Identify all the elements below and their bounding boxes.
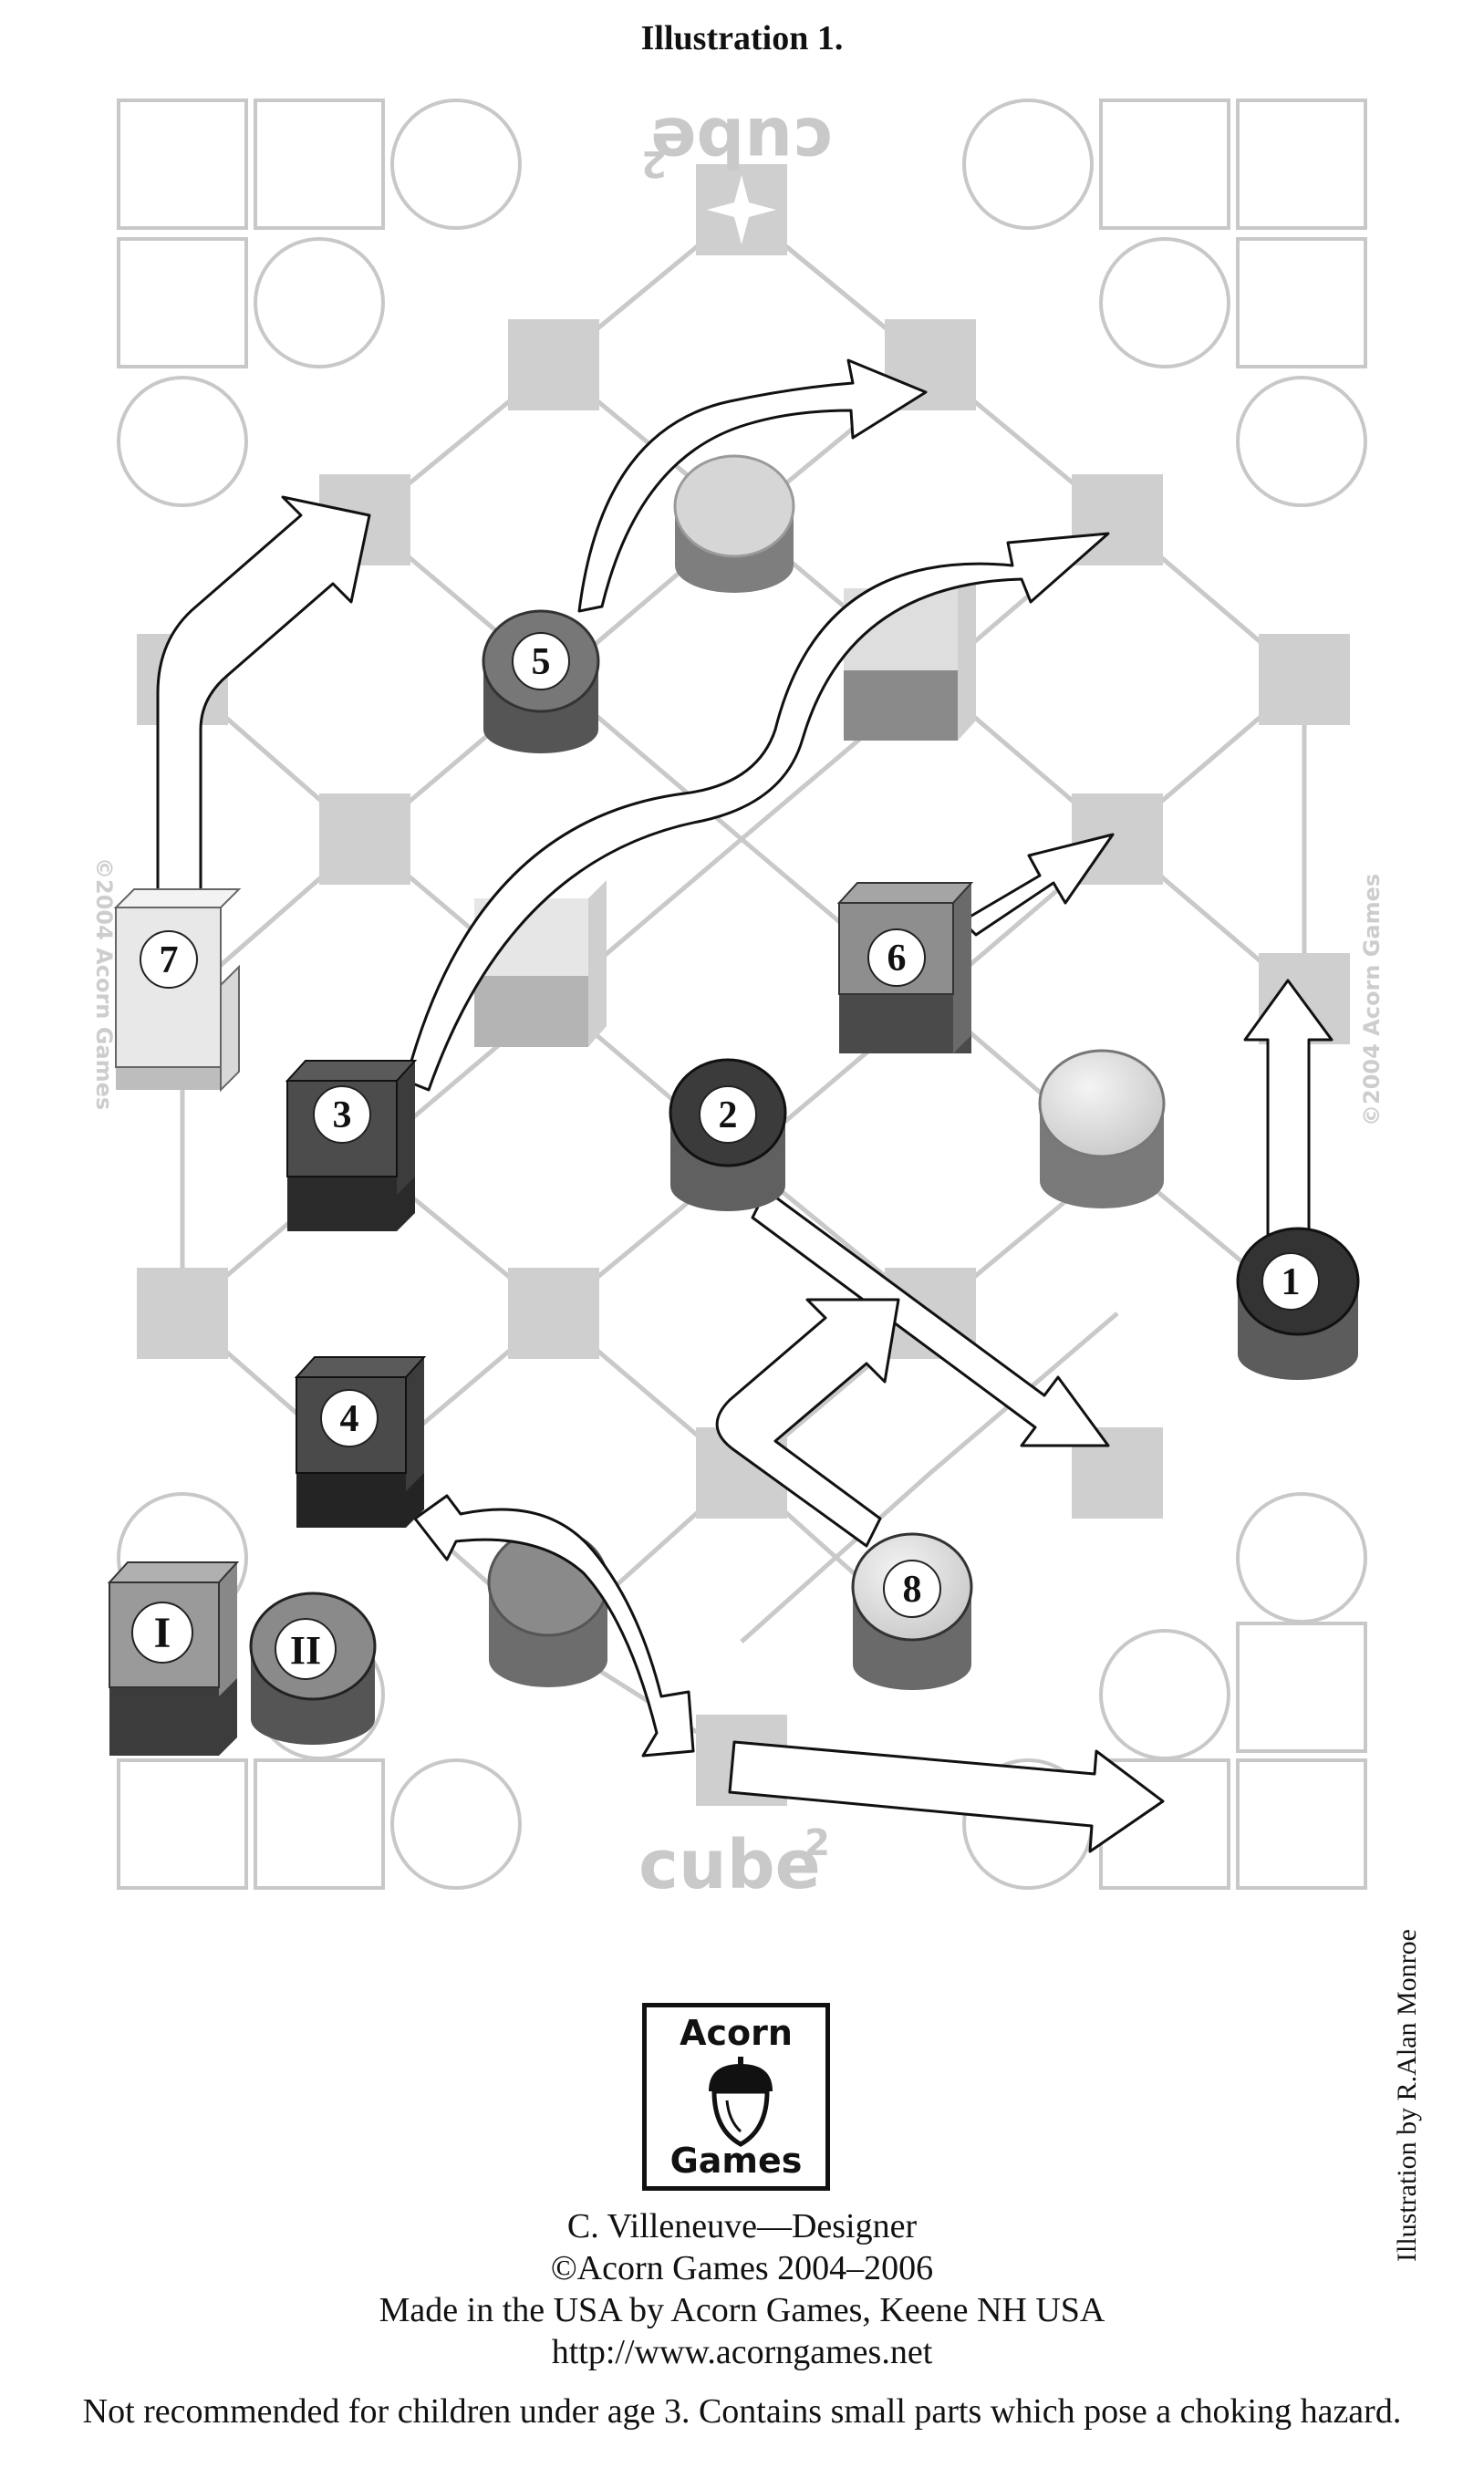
piece-1-label: 1 [1282,1261,1301,1303]
cube-logo-top: cube 2 [641,102,833,184]
base-squares-top-left [117,99,522,507]
credit-copyright: ©Acorn Games 2004–2006 [550,2249,934,2287]
illustration-title: Illustration 1. [640,19,844,57]
base-squares-top-right [962,99,1367,507]
acorn-games-logo: Acorn Games [642,2003,830,2191]
piece-3[interactable]: 3 [285,1060,418,1231]
piece-I[interactable]: I [107,1561,240,1756]
choking-hazard-warning: Not recommended for children under age 3… [82,2392,1402,2431]
piece-7-label: 7 [160,939,179,981]
piece-4-label: 4 [340,1398,359,1440]
piece-II[interactable]: II [249,1592,377,1745]
piece-8[interactable]: 8 [851,1532,973,1690]
credit-made-in: Made in the USA by Acorn Games, Keene NH… [379,2291,1105,2329]
piece-5[interactable]: 5 [482,609,600,753]
piece-5-label: 5 [532,641,551,683]
logo-line-2: Games [669,2141,803,2181]
ghost-cube-middle [474,880,607,1047]
arrow-piece-1 [1243,979,1334,1238]
compass-star-icon [707,175,776,244]
cube-logo-bottom: cube 2 [638,1822,830,1904]
arrow-piece-3 [404,532,1110,1092]
game-board: cube 2 cube 2 ©2004 Acorn Games ©2004 Ac… [91,99,1385,1904]
arrow-piece-5 [577,358,928,613]
arrow-to-reserve [728,1740,1165,1853]
piece-7[interactable]: 7 [113,888,242,1093]
move-arrows [156,358,1334,1853]
watermark-left: ©2004 Acorn Games [91,857,117,1110]
arrow-piece-6 [960,833,1115,937]
logo-line-1: Acorn [680,2013,793,2053]
illustration-credit: Illustration by R.Alan Monroe [1392,1929,1422,2262]
svg-text:cube: cube [650,102,833,181]
ghost-cylinder-right [1038,1049,1166,1208]
piece-I-label: I [154,1609,171,1657]
piece-4[interactable]: 4 [294,1356,427,1528]
piece-2-label: 2 [719,1094,738,1136]
acorn-icon [709,2057,773,2147]
piece-6[interactable]: 6 [836,882,974,1053]
svg-text:cube: cube [638,1826,821,1904]
arrow-piece-4 [413,1494,695,1758]
base-squares-bottom-right [962,1492,1367,1890]
piece-6-label: 6 [887,938,907,980]
credit-url[interactable]: http://www.acorngames.net [551,2333,933,2371]
piece-II-label: II [290,1628,321,1673]
piece-2[interactable]: 2 [669,1058,787,1211]
svg-text:2: 2 [804,1822,830,1864]
piece-8-label: 8 [903,1569,922,1611]
credit-designer: C. Villeneuve—Designer [566,2207,918,2245]
piece-3-label: 3 [333,1094,352,1136]
svg-text:2: 2 [641,142,667,184]
arrow-piece-8 [715,1298,900,1548]
ghost-cylinder-upper [673,454,795,593]
watermark-right: ©2004 Acorn Games [1359,874,1385,1126]
piece-1[interactable]: 1 [1236,1227,1360,1380]
arrow-piece-2 [751,1188,1110,1447]
arrow-piece-7 [156,495,371,900]
